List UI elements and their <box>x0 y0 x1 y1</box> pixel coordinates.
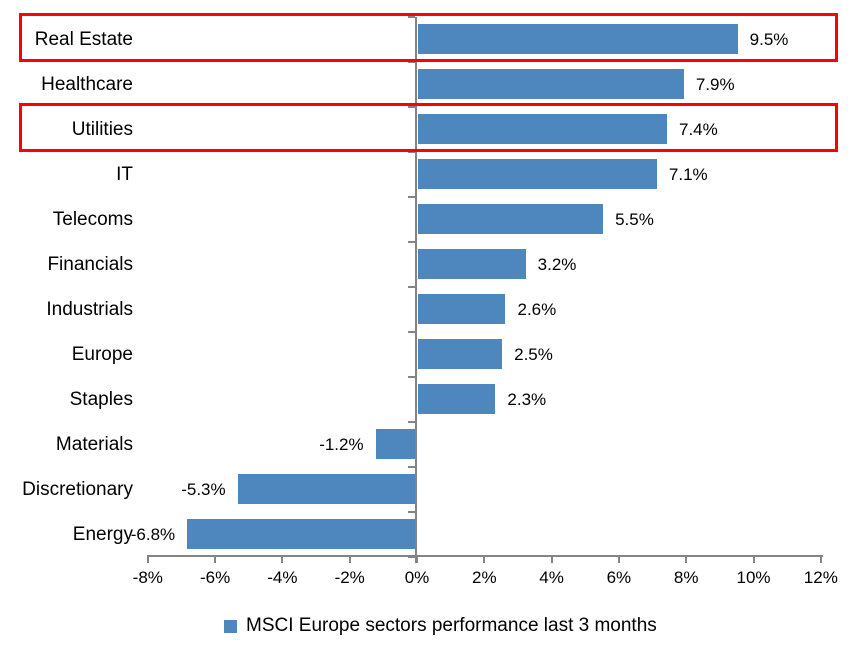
category-tick <box>408 241 415 243</box>
bar-value-label: 7.9% <box>695 75 735 94</box>
category-tick <box>408 286 415 288</box>
value-axis-line <box>415 17 417 563</box>
bar <box>418 69 684 99</box>
category-tick <box>408 556 415 558</box>
bar <box>187 519 416 549</box>
category-label: Industrials <box>46 299 133 320</box>
bar <box>418 294 506 324</box>
bar <box>418 204 604 234</box>
x-axis-tick-label: -6% <box>199 568 231 587</box>
x-axis-tick-label: 10% <box>736 568 771 587</box>
value-tick <box>214 555 217 563</box>
highlight-box-utilities <box>19 103 838 152</box>
category-label: Staples <box>69 389 133 410</box>
category-tick <box>408 61 415 63</box>
category-label: Utilities <box>71 119 133 140</box>
category-tick <box>408 106 415 108</box>
category-label: Energy <box>72 524 133 545</box>
x-axis-tick-label: 6% <box>606 568 632 587</box>
bar-value-label: 5.5% <box>615 210 654 229</box>
x-axis-tick-label: -2% <box>334 568 365 587</box>
x-axis-tick-label: 8% <box>673 568 699 587</box>
category-tick <box>408 376 415 378</box>
value-tick <box>416 555 418 563</box>
legend: MSCI Europe sectors performance last 3 m… <box>224 614 657 638</box>
category-label: Telecoms <box>52 209 133 230</box>
category-label: Discretionary <box>22 479 133 500</box>
bar <box>375 429 416 459</box>
bar-value-label: -5.3% <box>181 480 226 499</box>
x-axis-tick-label: 12% <box>803 568 838 587</box>
x-axis-tick-label: 4% <box>539 568 564 587</box>
value-tick <box>348 555 351 563</box>
value-tick <box>752 555 755 563</box>
legend-marker-icon <box>224 619 237 633</box>
bar <box>418 384 496 414</box>
bar-value-label: 2.3% <box>507 390 547 409</box>
value-tick <box>819 555 822 563</box>
legend-label: MSCI Europe sectors performance last 3 m… <box>246 615 657 636</box>
category-tick <box>408 196 415 198</box>
category-tick <box>408 421 415 423</box>
x-axis-tick-label: 0% <box>404 568 430 587</box>
bar <box>418 249 526 279</box>
value-tick <box>550 555 553 563</box>
category-tick <box>408 16 415 18</box>
bar-value-label: 2.6% <box>517 300 557 319</box>
category-label: Real Estate <box>34 29 133 50</box>
bar-value-label: 2.5% <box>514 345 553 364</box>
x-axis-tick-label: -4% <box>267 568 298 587</box>
bar-value-label: 7.4% <box>679 120 718 139</box>
value-tick <box>146 555 149 563</box>
category-label: Healthcare <box>41 74 133 95</box>
category-label: Materials <box>55 434 133 455</box>
bar-value-label: -6.8% <box>130 525 176 544</box>
bar <box>418 339 503 369</box>
category-label: Europe <box>71 344 133 365</box>
category-tick <box>408 151 415 153</box>
category-tick <box>408 466 415 468</box>
bar-value-label: 3.2% <box>537 255 577 274</box>
bar <box>418 24 738 54</box>
value-tick <box>281 555 284 563</box>
x-axis-tick-label: 2% <box>472 568 497 587</box>
bar-value-label: 9.5% <box>749 30 789 49</box>
bar <box>418 114 667 144</box>
value-tick <box>483 555 486 563</box>
highlight-box-real-estate <box>19 13 838 62</box>
category-label: IT <box>116 164 133 185</box>
bar <box>418 159 657 189</box>
bar-value-label: 7.1% <box>668 165 708 184</box>
x-axis-tick-label: -8% <box>132 568 163 587</box>
bar-value-label: -1.2% <box>319 435 364 454</box>
bar <box>237 474 416 504</box>
category-tick <box>408 511 415 513</box>
category-tick <box>408 331 415 333</box>
value-tick <box>617 555 620 563</box>
category-label: Financials <box>47 254 133 275</box>
value-tick <box>685 555 688 563</box>
